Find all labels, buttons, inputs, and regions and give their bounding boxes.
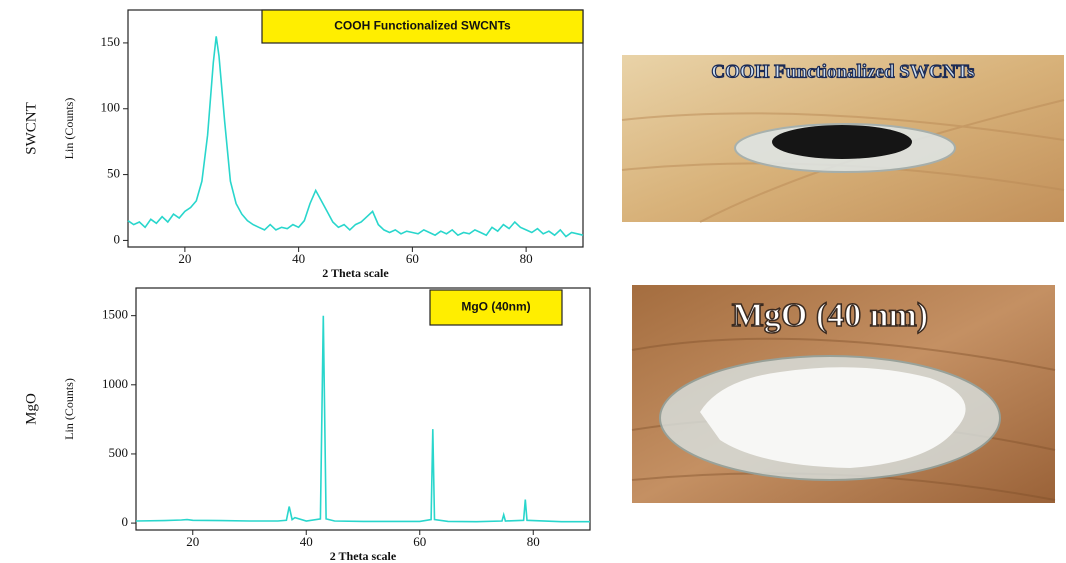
photo-swcnt: COOH Functionalized SWCNTs <box>622 55 1064 222</box>
x-axis-label: 2 Theta scale <box>330 549 397 563</box>
x-tick-label: 60 <box>406 251 419 266</box>
data-line <box>128 36 583 236</box>
y-tick-label: 1500 <box>102 307 128 322</box>
y-tick-label: 100 <box>101 100 121 115</box>
x-tick-label: 80 <box>520 251 533 266</box>
x-tick-label: 60 <box>413 534 426 549</box>
chart-title: COOH Functionalized SWCNTs <box>334 19 511 33</box>
x-tick-label: 20 <box>186 534 199 549</box>
y-tick-label: 0 <box>114 231 121 246</box>
plot-frame <box>128 10 583 247</box>
y-tick-label: 0 <box>122 514 129 529</box>
x-tick-label: 20 <box>178 251 191 266</box>
y-tick-label: 1000 <box>102 376 128 391</box>
chart-title: MgO (40nm) <box>461 300 530 314</box>
x-tick-label: 40 <box>292 251 305 266</box>
x-tick-label: 80 <box>527 534 540 549</box>
data-line <box>136 316 590 522</box>
x-tick-label: 40 <box>300 534 313 549</box>
y-tick-label: 150 <box>101 34 121 49</box>
y-tick-label: 50 <box>107 166 120 181</box>
photo-caption: MgO (40 nm) <box>732 297 928 334</box>
photo-mgo: MgO (40 nm) <box>632 285 1055 503</box>
row-label: SWCNT <box>23 102 39 155</box>
figure: COOH Functionalized SWCNTs MgO (40 nm) 0… <box>0 0 1066 563</box>
y-axis-label: Lin (Counts) <box>62 98 76 160</box>
x-axis-label: 2 Theta scale <box>322 266 389 280</box>
row-label: MgO <box>23 393 39 425</box>
photo-caption: COOH Functionalized SWCNTs <box>711 61 974 82</box>
y-axis-label: Lin (Counts) <box>62 378 76 440</box>
y-tick-label: 500 <box>109 445 129 460</box>
